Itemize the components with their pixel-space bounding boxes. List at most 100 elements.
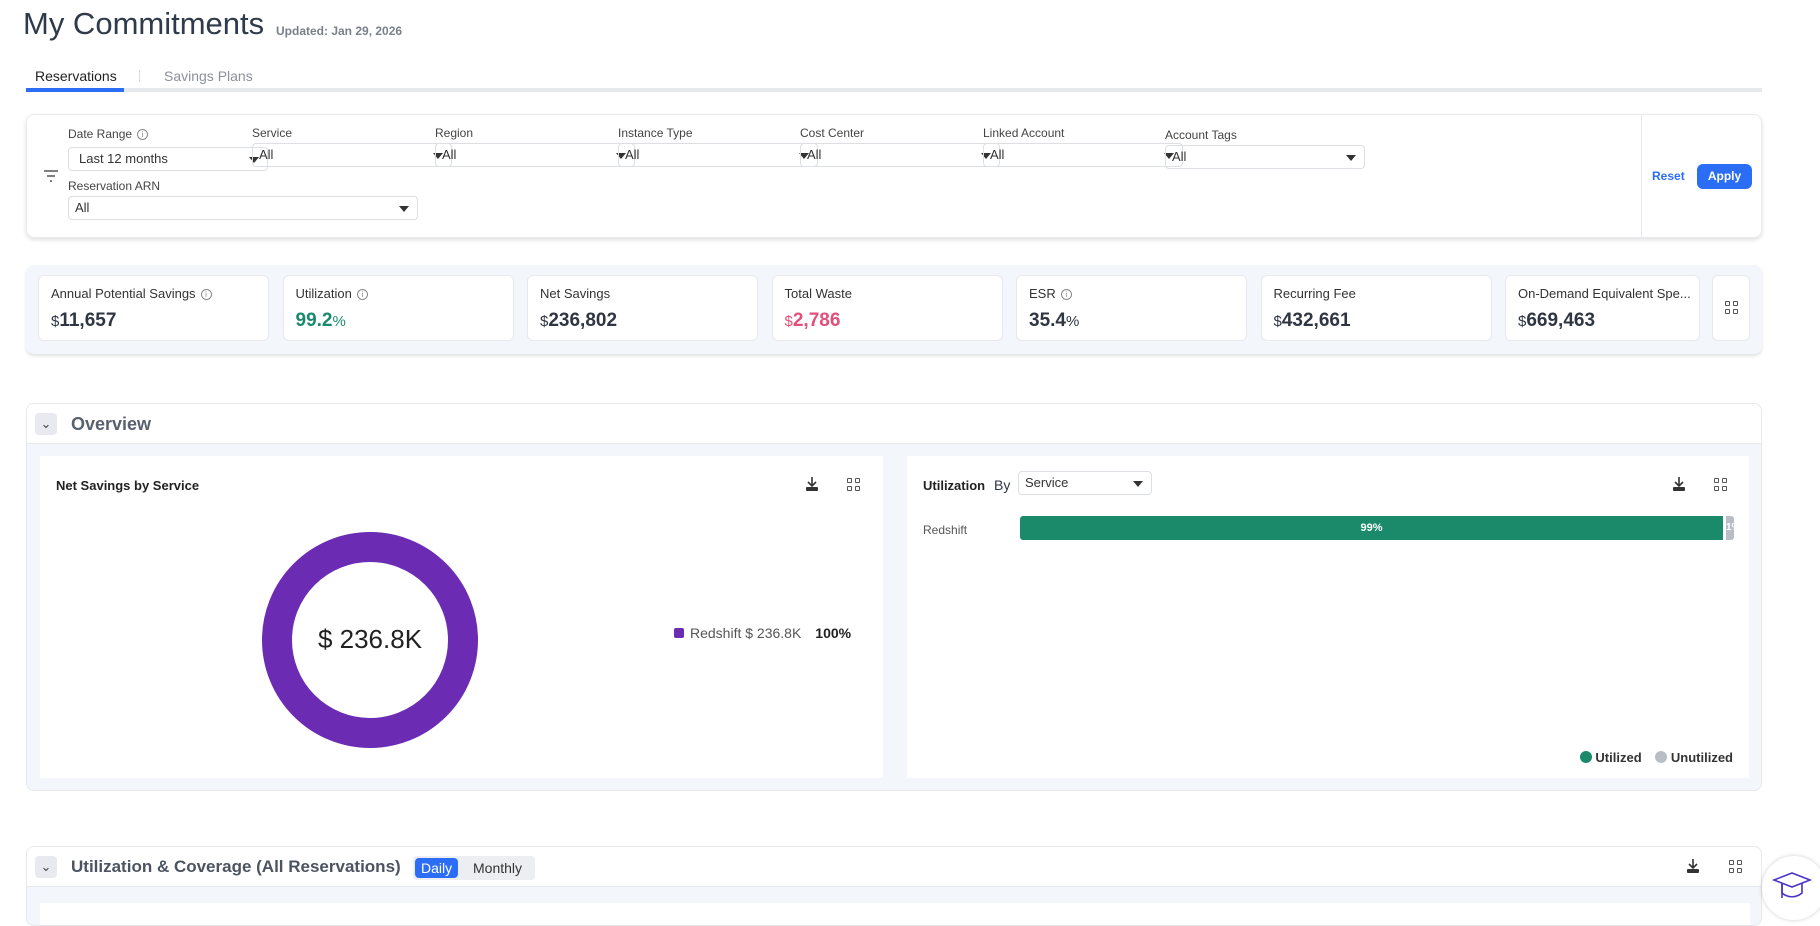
reset-button[interactable]: Reset bbox=[1652, 169, 1685, 183]
dropdown-arrow-icon bbox=[981, 153, 991, 159]
kpi-card[interactable]: Utilization i 99.2% bbox=[282, 275, 514, 341]
kpi-value: $432,661 bbox=[1273, 310, 1351, 331]
legend-swatch bbox=[674, 628, 684, 638]
info-icon[interactable]: i bbox=[1060, 289, 1072, 300]
filter-select-account-tags[interactable]: All bbox=[1165, 145, 1365, 169]
grid-icon bbox=[1725, 301, 1739, 315]
filter-label: Linked Account bbox=[983, 126, 1065, 140]
dropdown-arrow-icon bbox=[1164, 153, 1174, 159]
legend-percent: 100% bbox=[815, 625, 852, 641]
section-title: Utilization & Coverage (All Reservations… bbox=[71, 857, 401, 876]
bar-label: 1% bbox=[1726, 522, 1741, 533]
kpi-label: Annual Potential Savings i bbox=[51, 286, 212, 301]
dropdown-arrow-icon bbox=[1133, 481, 1143, 487]
grid-icon[interactable] bbox=[1729, 860, 1743, 874]
kpi-label: Total Waste bbox=[784, 286, 852, 301]
filter-select-reservation-arn[interactable]: All bbox=[68, 196, 418, 220]
legend-utilized[interactable]: Utilized bbox=[1595, 750, 1642, 765]
utilization-legend: Utilized Unutilized bbox=[1579, 750, 1733, 765]
filter-label: Account Tags bbox=[1165, 128, 1237, 142]
kpi-value: 99.2% bbox=[295, 310, 346, 331]
filter-select-region[interactable]: All bbox=[435, 143, 635, 167]
dropdown-arrow-icon bbox=[399, 206, 409, 212]
bar-unutilized[interactable]: 1% bbox=[1726, 516, 1740, 540]
page-title: My Commitments bbox=[23, 6, 265, 41]
filter-label: Region bbox=[435, 126, 474, 140]
filter-label: Instance Type bbox=[618, 126, 693, 140]
filter-label: Service bbox=[252, 126, 293, 140]
donut-slice-redshift[interactable] bbox=[262, 532, 478, 748]
tab-reservations[interactable]: Reservations bbox=[35, 68, 117, 84]
select-value: Service bbox=[1025, 475, 1069, 490]
filter-select-cost-center[interactable]: All bbox=[800, 143, 1000, 167]
donut-chart bbox=[262, 532, 478, 748]
kpi-label: Recurring Fee bbox=[1273, 286, 1356, 301]
panel-title: Net Savings by Service bbox=[56, 478, 200, 493]
kpi-card[interactable]: Annual Potential Savings i $11,657 bbox=[38, 275, 269, 341]
kpi-label: Net Savings bbox=[540, 286, 611, 301]
kpi-value: $236,802 bbox=[540, 310, 618, 331]
filter-select-service[interactable]: All bbox=[252, 143, 452, 167]
select-value: All bbox=[75, 200, 90, 215]
download-icon[interactable] bbox=[1671, 476, 1687, 492]
filter-select-linked-account[interactable]: All bbox=[983, 143, 1183, 167]
kpi-label: Utilization i bbox=[296, 286, 368, 301]
select-value: All bbox=[625, 147, 640, 162]
kpi-card[interactable]: On-Demand Equivalent Spe... $669,463 bbox=[1505, 275, 1700, 341]
download-icon[interactable] bbox=[1685, 858, 1701, 874]
filter-label: Cost Center bbox=[800, 126, 865, 140]
filter-label: Reservation ARN bbox=[68, 179, 161, 193]
customize-kpis-button[interactable] bbox=[1712, 275, 1750, 341]
net-savings-panel: Net Savings by Service $ 236.8K Redshift… bbox=[40, 456, 883, 778]
legend-unutilized[interactable]: Unutilized bbox=[1670, 750, 1733, 765]
period-toggle: Daily Monthly bbox=[413, 856, 535, 880]
select-value: All bbox=[1172, 149, 1187, 164]
grid-icon[interactable] bbox=[847, 478, 861, 492]
toggle-daily[interactable]: Daily bbox=[415, 858, 459, 878]
kpi-row: On-Demand Equivalent Spe... $669,463 Recur… bbox=[26, 265, 1762, 354]
utilization-panel: Utilization By Service Redshift 99% 1% U… bbox=[907, 456, 1749, 778]
apply-button[interactable]: Apply bbox=[1697, 164, 1752, 189]
kpi-value: 35.4% bbox=[1029, 310, 1080, 331]
tab-savings-plans[interactable]: Savings Plans bbox=[164, 68, 253, 84]
kpi-card[interactable]: Total Waste $2,786 bbox=[771, 275, 1003, 341]
info-icon[interactable]: i bbox=[200, 289, 212, 300]
legend-swatch bbox=[1655, 751, 1668, 763]
collapse-chevron-icon[interactable]: ⌄ bbox=[35, 856, 57, 878]
select-value: All bbox=[807, 147, 822, 162]
bar-label: 99% bbox=[1360, 522, 1383, 534]
section-title: Overview bbox=[71, 414, 152, 434]
filter-divider bbox=[1641, 115, 1642, 239]
legend-item-redshift[interactable]: Redshift $ 236.8K 100% bbox=[674, 625, 851, 641]
grid-icon[interactable] bbox=[1714, 478, 1728, 492]
kpi-card[interactable]: ESR i 35.4% bbox=[1016, 275, 1247, 341]
select-value: All bbox=[990, 147, 1005, 162]
info-icon[interactable]: i bbox=[137, 129, 149, 140]
dropdown-arrow-icon bbox=[433, 153, 443, 159]
filter-label: Date Range i bbox=[68, 127, 149, 141]
group-by-select[interactable]: Service bbox=[1018, 471, 1152, 495]
toggle-monthly[interactable]: Monthly bbox=[473, 860, 523, 876]
kpi-card[interactable]: Net Savings $236,802 bbox=[527, 275, 758, 341]
by-label: By bbox=[994, 477, 1011, 493]
overview-section: ⌄ Overview Net Savings by Service $ 236.… bbox=[26, 403, 1762, 791]
kpi-card[interactable]: Recurring Fee $432,661 bbox=[1260, 275, 1492, 341]
kpi-label: ESR i bbox=[1029, 286, 1072, 301]
filter-select-date-range[interactable]: Last 12 months bbox=[68, 147, 268, 171]
filter-icon[interactable] bbox=[43, 169, 59, 183]
dropdown-arrow-icon bbox=[799, 153, 809, 159]
filter-select-instance-type[interactable]: All bbox=[618, 143, 818, 167]
kpi-value: $2,786 bbox=[784, 310, 841, 331]
download-icon[interactable] bbox=[804, 476, 820, 492]
kpi-value: $669,463 bbox=[1518, 310, 1596, 331]
tab-divider bbox=[139, 70, 140, 82]
bar-utilized[interactable]: 99% bbox=[1020, 516, 1723, 540]
kpi-label: On-Demand Equivalent Spe... bbox=[1518, 286, 1691, 301]
dropdown-arrow-icon bbox=[1346, 155, 1356, 161]
coverage-chart-panel bbox=[40, 903, 1750, 925]
active-tab-indicator bbox=[26, 88, 124, 92]
learning-center-button[interactable] bbox=[1762, 856, 1820, 920]
collapse-chevron-icon[interactable]: ⌄ bbox=[35, 413, 57, 435]
info-icon[interactable]: i bbox=[356, 289, 368, 300]
dropdown-arrow-icon bbox=[616, 153, 626, 159]
